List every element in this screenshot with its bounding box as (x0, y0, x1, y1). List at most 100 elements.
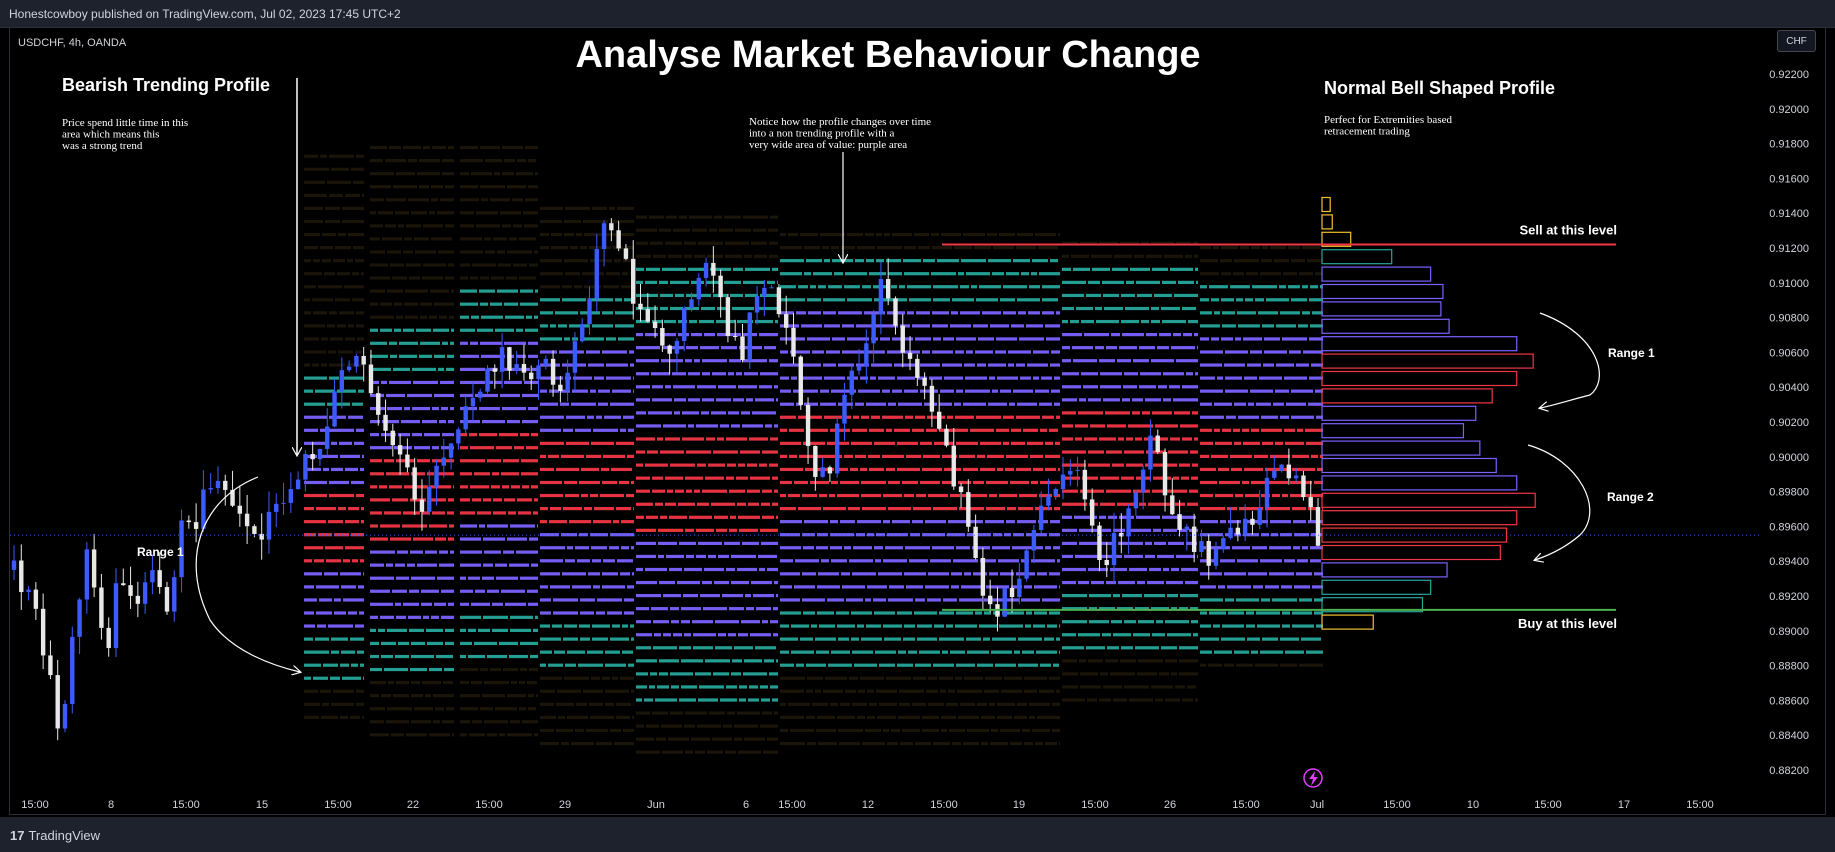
candle-body (652, 321, 658, 329)
profile-segment (1100, 476, 1119, 480)
profile-segment (849, 559, 873, 563)
profile-segment (370, 198, 384, 202)
profile-segment (955, 415, 974, 419)
profile-segment (922, 350, 930, 354)
profile-segment (345, 337, 355, 341)
profile-segment (1262, 324, 1274, 328)
profile-segment (632, 715, 634, 719)
profile-segment (1073, 267, 1090, 271)
profile-segment (540, 363, 560, 367)
y-tick-label: 0.91200 (1769, 243, 1809, 255)
profile-segment (883, 624, 902, 628)
profile-segment (1219, 480, 1240, 485)
candle-body (383, 414, 388, 431)
profile-segment (535, 289, 538, 293)
profile-segment (1118, 541, 1143, 545)
profile-segment (1252, 546, 1267, 550)
profile-segment (1105, 659, 1118, 663)
profile-segment (1079, 398, 1086, 402)
profile-segment (920, 389, 938, 393)
profile-segment (370, 485, 377, 489)
chart-frame[interactable] (9, 27, 1826, 815)
profile-segment (1200, 493, 1213, 498)
profile-segment (1182, 385, 1198, 389)
profile-segment (913, 676, 926, 680)
currency-button[interactable]: CHF (1777, 30, 1816, 52)
candle-body (150, 570, 155, 583)
profile-segment (540, 689, 555, 693)
profile-segment (448, 420, 454, 424)
profile-segment (432, 459, 444, 463)
profile-segment (738, 515, 760, 519)
profile-segment (665, 385, 671, 389)
profile-segment (899, 689, 924, 693)
profile-segment (449, 524, 454, 528)
profile-segment (448, 537, 454, 541)
profile-segment (427, 641, 443, 646)
profile-segment (904, 389, 918, 393)
profile-segment (745, 293, 758, 298)
profile-segment (1195, 372, 1198, 376)
profile-segment (447, 354, 454, 358)
candle-body (1206, 541, 1211, 566)
profile-segment (591, 546, 607, 550)
profile-segment (855, 259, 864, 263)
profile-segment (806, 689, 813, 693)
profile-segment (442, 433, 454, 437)
profile-segment (448, 602, 454, 606)
profile-segment (423, 224, 443, 228)
profile-segment (304, 219, 323, 224)
profile-segment (1028, 572, 1035, 576)
profile-segment (1075, 554, 1098, 559)
profile-segment (1291, 415, 1314, 419)
profile-segment (484, 681, 509, 685)
profile-segment (460, 446, 468, 450)
profile-segment (537, 524, 538, 528)
profile-segment (963, 741, 979, 746)
profile-segment (386, 720, 409, 724)
profile-segment (988, 363, 1006, 367)
profile-segment (776, 515, 778, 519)
profile-segment (414, 707, 433, 711)
profile-segment (588, 363, 604, 367)
publish-info: Honestcowboy published on TradingView.co… (9, 7, 401, 21)
profile-segment (967, 650, 989, 654)
profile-segment (1200, 376, 1215, 380)
profile-segment (1018, 507, 1033, 511)
profile-segment (858, 389, 880, 393)
profile-segment (582, 272, 595, 276)
profile-segment (351, 480, 364, 485)
profile-segment (563, 428, 573, 432)
tradingview-logo[interactable]: 17 TradingView (10, 828, 100, 843)
profile-segment (304, 311, 311, 315)
profile-segment (331, 441, 337, 445)
profile-segment (435, 707, 444, 711)
profile-segment (1280, 415, 1289, 419)
profile-segment (335, 246, 351, 250)
profile-segment (387, 628, 407, 632)
profile-segment (1136, 515, 1160, 519)
profile-segment (430, 289, 449, 293)
profile-segment (484, 720, 508, 724)
profile-segment (623, 415, 634, 419)
profile-segment (331, 467, 343, 472)
profile-segment (1315, 389, 1323, 393)
profile-segment (1037, 572, 1047, 576)
profile-segment (1220, 520, 1226, 524)
profile-segment (800, 232, 818, 237)
profile-segment (1209, 285, 1228, 289)
profile-segment (668, 737, 689, 741)
candle-body (1111, 532, 1117, 566)
profile-segment (499, 641, 518, 646)
profile-segment (732, 659, 742, 663)
profile-segment (933, 663, 954, 667)
profile-segment (886, 259, 901, 263)
profile-segment (992, 389, 998, 393)
profile-segment (447, 511, 454, 515)
profile-segment (304, 167, 329, 171)
profile-segment (352, 272, 359, 276)
profile-segment (398, 433, 410, 437)
profile-segment (370, 380, 379, 385)
profile-segment (772, 476, 778, 480)
